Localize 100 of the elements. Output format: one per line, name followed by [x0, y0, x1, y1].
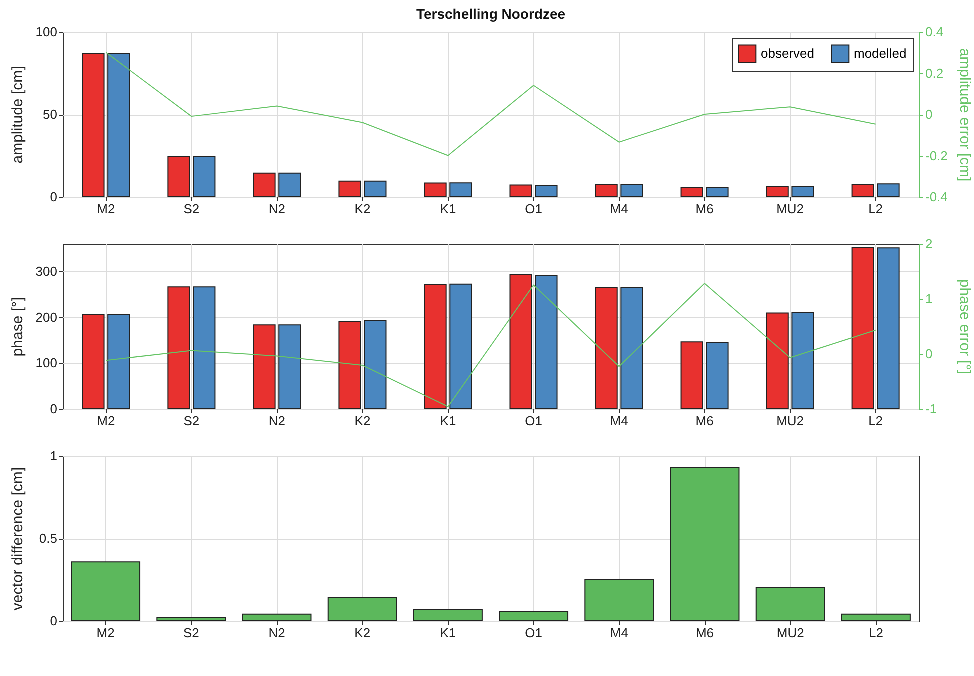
bar [193, 286, 216, 410]
bar [510, 184, 532, 198]
x-tick-label: L2 [868, 414, 884, 428]
bar [413, 608, 483, 622]
y2-tick-label: -0.2 [926, 148, 948, 164]
chart-title: Terschelling Noordzee [416, 6, 566, 22]
bar [82, 52, 105, 198]
x-tick-label: K1 [440, 202, 456, 216]
bar [82, 314, 105, 410]
x-tick-label: O1 [525, 626, 542, 640]
x-tick-label: M4 [610, 414, 628, 428]
x-tick-label: M6 [696, 202, 714, 216]
y2-axis-title: phase error [°] [956, 279, 974, 375]
bar [706, 342, 729, 410]
bar [108, 314, 130, 410]
x-tick-label: N2 [268, 414, 286, 428]
y2-tick-label: 0.4 [926, 24, 944, 40]
x-tick-label: M4 [610, 202, 628, 216]
bar [278, 324, 302, 410]
y-tick-label: 1 [50, 448, 58, 464]
x-tick-label: K1 [440, 626, 456, 640]
bar [278, 172, 302, 198]
x-tick-label: S2 [184, 414, 200, 428]
bar [680, 187, 704, 198]
x-tick-label: MU2 [776, 626, 804, 640]
bar [71, 562, 141, 622]
y-tick-label: 0 [50, 402, 58, 416]
x-tick-label: M6 [696, 414, 714, 428]
y-tick-label: 100 [36, 24, 58, 40]
bar [156, 617, 226, 622]
bar [499, 611, 569, 622]
y2-tick-label: -0.4 [926, 190, 948, 204]
bar [756, 588, 826, 622]
line-series [106, 283, 876, 408]
bar [877, 248, 900, 410]
bar [841, 614, 911, 622]
x-tick-label: K2 [354, 414, 371, 428]
x-tick-label: M4 [610, 626, 628, 640]
bar [242, 614, 312, 622]
bar [424, 284, 447, 410]
bar [620, 287, 644, 410]
x-tick-label: MU2 [776, 202, 804, 216]
y-tick-label: 50 [43, 107, 58, 122]
x-tick-label: MU2 [776, 414, 804, 428]
bar [535, 275, 558, 410]
bar [766, 312, 789, 410]
bar [792, 186, 814, 198]
bar [338, 320, 362, 410]
y-axis-title: vector difference [cm] [10, 467, 26, 611]
x-tick-label: N2 [268, 626, 286, 640]
bar [766, 186, 789, 198]
x-tick-label: O1 [525, 202, 542, 216]
y-tick-label: 200 [36, 310, 58, 325]
x-tick-label: K1 [440, 414, 456, 428]
x-tick-label: S2 [184, 202, 200, 216]
x-tick-label: K2 [354, 202, 371, 216]
legend-label: modelled [854, 46, 907, 61]
x-tick-label: M2 [96, 626, 115, 640]
bar [792, 312, 814, 410]
x-tick-label: N2 [268, 202, 286, 216]
y2-axis-title: amplitude error [cm] [956, 48, 974, 182]
x-tick-label: M2 [97, 414, 116, 428]
bar [168, 286, 190, 410]
bar [877, 184, 900, 198]
x-tick-label: O1 [525, 414, 542, 428]
y-tick-label: 0.5 [39, 531, 58, 546]
bar [364, 320, 387, 410]
bar [193, 156, 216, 198]
bar [584, 579, 654, 622]
bar [680, 342, 704, 410]
y-axis-title: phase [°] [10, 297, 26, 357]
bar [852, 184, 874, 198]
bar [535, 185, 558, 198]
bar [253, 324, 276, 410]
bar [424, 182, 447, 198]
bar [108, 53, 130, 198]
bar [450, 182, 472, 198]
x-tick-label: M2 [97, 202, 116, 216]
bar [620, 184, 644, 198]
bar [595, 287, 618, 410]
y2-tick-label: 1 [926, 292, 933, 306]
legend-label: observed [761, 46, 814, 61]
y2-tick-label: 0 [926, 346, 933, 362]
bar [450, 284, 472, 410]
bar [253, 172, 276, 198]
x-tick-label: L2 [868, 202, 884, 216]
bar [510, 274, 532, 410]
bar [328, 597, 398, 622]
y-tick-label: 300 [36, 264, 58, 279]
y-axis-title: amplitude [cm] [10, 66, 26, 164]
y2-tick-label: 0 [926, 107, 933, 122]
bar [706, 187, 729, 198]
x-tick-label: K2 [354, 626, 371, 640]
x-tick-label: S2 [183, 626, 200, 640]
x-tick-label: L2 [868, 626, 884, 640]
y2-tick-label: -1 [926, 402, 938, 416]
bar [364, 180, 387, 198]
y2-tick-label: 0.2 [926, 66, 944, 81]
y-tick-label: 0 [50, 614, 58, 628]
y2-tick-label: 2 [926, 236, 933, 252]
